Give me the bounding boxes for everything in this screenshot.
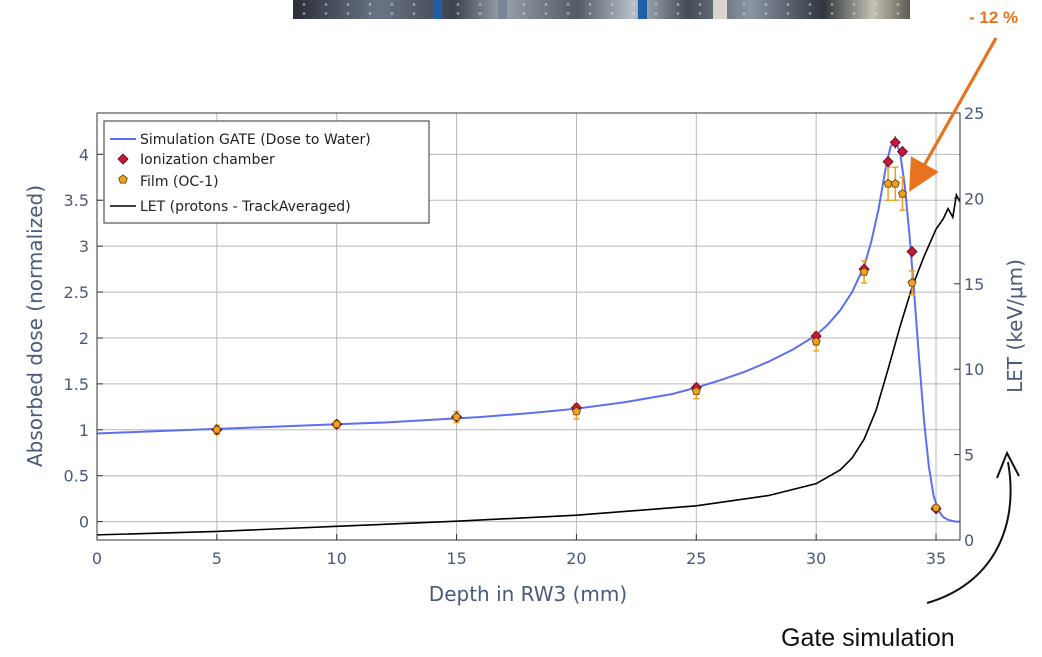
let-line bbox=[96, 192, 961, 536]
y2-tick-label: 20 bbox=[964, 189, 984, 208]
x-axis-label: Depth in RW3 (mm) bbox=[429, 582, 627, 606]
curved-black-arrow bbox=[926, 461, 1012, 604]
curved-black-arrow-head bbox=[996, 450, 1020, 479]
plot-frame bbox=[96, 112, 961, 541]
y2-tick-label: 15 bbox=[964, 275, 984, 294]
film-point bbox=[859, 267, 869, 276]
y-tick-label: 0 bbox=[79, 513, 89, 532]
y-tick-label: 2 bbox=[79, 329, 89, 348]
legend-label-film: Film (OC-1) bbox=[140, 174, 219, 190]
film-point bbox=[890, 179, 900, 188]
x-tick-label: 20 bbox=[566, 549, 586, 568]
y2-tick-label: 10 bbox=[964, 360, 984, 379]
legend-box bbox=[103, 120, 430, 224]
y-tick-label: 1 bbox=[79, 421, 89, 440]
x-tick-label: 25 bbox=[686, 549, 706, 568]
gate-simulation-caption: Gate simulation bbox=[781, 624, 955, 652]
legend: Simulation GATE (Dose to Water) Ionizati… bbox=[103, 120, 430, 224]
y2-tick-label: 5 bbox=[964, 446, 974, 465]
y-tick-label: 1.5 bbox=[64, 375, 89, 394]
film-point bbox=[212, 425, 222, 434]
x-tick-label: 30 bbox=[806, 549, 826, 568]
film-point bbox=[452, 412, 462, 421]
x-tick-label: 10 bbox=[327, 549, 347, 568]
photo-strip bbox=[293, 0, 910, 19]
axis-ticks: 0 5 10 15 20 25 30 35 0 0.5 1 1.5 2 2.5 3 3.5 4 0 5 10 15 20 2… bbox=[64, 104, 985, 568]
orange-arrow bbox=[909, 37, 998, 192]
y2-axis-label: LET (keV/μm) bbox=[1003, 259, 1027, 393]
ion-chamber-point bbox=[906, 246, 918, 258]
series-layer bbox=[96, 135, 961, 536]
film-point bbox=[571, 406, 581, 416]
x-tick-label: 5 bbox=[212, 549, 222, 568]
film-point bbox=[931, 503, 941, 512]
x-tick-label: 0 bbox=[92, 549, 102, 568]
x-tick-label: 35 bbox=[926, 549, 946, 568]
ion-chamber-point bbox=[882, 156, 894, 168]
legend-sample-ion-chamber bbox=[117, 153, 129, 165]
y2-tick-label: 25 bbox=[964, 104, 984, 123]
film-point bbox=[897, 189, 907, 198]
legend-label-ion-chamber: Ionization chamber bbox=[140, 152, 275, 168]
x-tick-label: 15 bbox=[446, 549, 466, 568]
y2-tick-label: 0 bbox=[964, 531, 974, 550]
film-point bbox=[691, 386, 701, 396]
y-tick-label: 3.5 bbox=[64, 191, 89, 210]
ion-chamber-point bbox=[896, 146, 909, 158]
legend-label-let: LET (protons - TrackAveraged) bbox=[140, 199, 351, 215]
legend-sample-film bbox=[118, 174, 128, 184]
y-axis-label: Absorbed dose (normalized) bbox=[23, 185, 47, 467]
y-tick-label: 3 bbox=[79, 237, 89, 256]
film-point bbox=[907, 278, 917, 287]
y-tick-label: 0.5 bbox=[64, 467, 89, 486]
y-tick-label: 4 bbox=[79, 145, 89, 164]
simulation-line bbox=[96, 138, 960, 523]
film-point bbox=[332, 419, 342, 429]
y-tick-label: 2.5 bbox=[64, 283, 89, 302]
film-point bbox=[811, 336, 821, 346]
reduction-annotation: - 12 % bbox=[969, 8, 1019, 27]
legend-label-simulation: Simulation GATE (Dose to Water) bbox=[140, 132, 371, 148]
ion-chamber-point bbox=[889, 136, 901, 148]
